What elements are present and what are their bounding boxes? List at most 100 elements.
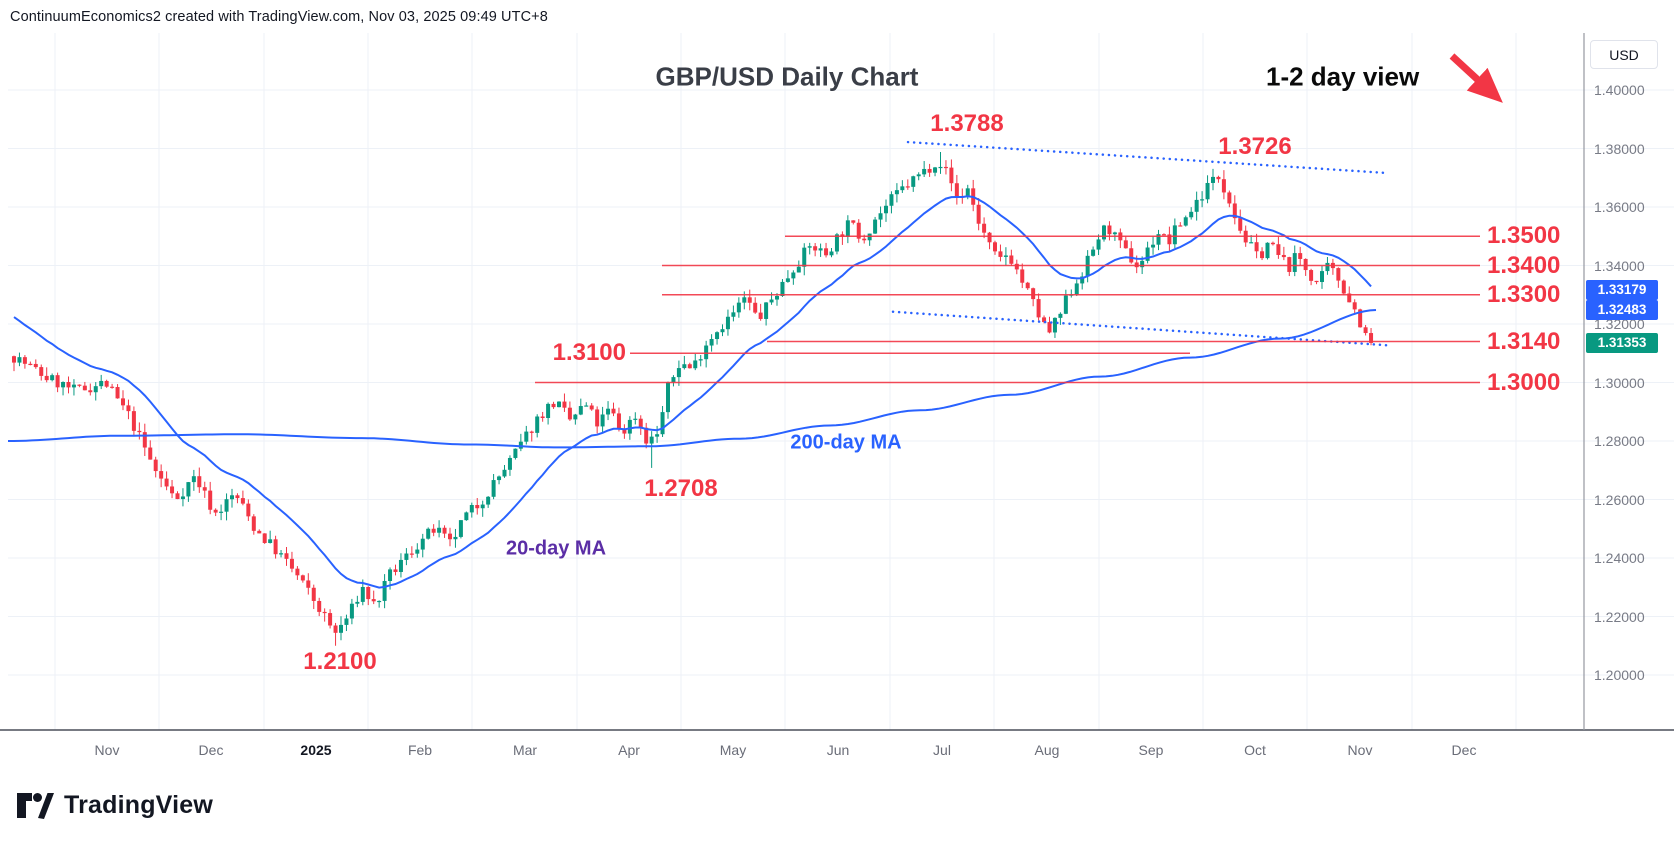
candle	[50, 373, 55, 382]
candle	[1074, 279, 1079, 297]
candle	[415, 543, 420, 558]
month-tick-label[interactable]: Apr	[618, 742, 640, 758]
candle	[475, 498, 480, 515]
candle	[1102, 224, 1106, 242]
candle	[671, 375, 676, 387]
level-label: 1.3400	[1487, 251, 1561, 279]
candle	[916, 172, 921, 181]
candle	[1036, 293, 1041, 321]
candle	[71, 379, 76, 396]
candle	[900, 180, 905, 193]
candle	[1303, 258, 1308, 276]
tradingview-attribution[interactable]: TradingView	[16, 791, 213, 820]
candle	[535, 414, 540, 438]
candle	[1314, 280, 1319, 285]
candle	[1211, 168, 1215, 191]
chart-annotation: 1.2100	[303, 648, 377, 675]
price-badge: 1.33179	[1586, 279, 1658, 300]
candle	[546, 402, 551, 425]
candle	[633, 412, 638, 425]
candle	[393, 564, 398, 576]
month-tick-label[interactable]: Nov	[94, 742, 120, 758]
candle	[1287, 256, 1292, 277]
candle	[1091, 246, 1096, 257]
candle	[44, 367, 49, 383]
candle	[954, 174, 959, 205]
candle	[524, 425, 529, 445]
candle	[262, 533, 267, 544]
candle	[39, 364, 44, 381]
candle	[257, 529, 262, 534]
candle	[725, 309, 730, 336]
candle	[382, 574, 387, 609]
candle	[1221, 170, 1226, 200]
candle	[82, 381, 87, 391]
candle	[1309, 268, 1314, 286]
candle	[753, 297, 758, 314]
candle	[1151, 236, 1156, 255]
candle	[322, 608, 327, 622]
price-tick-label: 1.24000	[1594, 550, 1645, 566]
candle	[611, 402, 616, 417]
candle	[1069, 289, 1074, 298]
month-tick-label[interactable]: Feb	[407, 742, 433, 758]
candle	[437, 520, 442, 538]
candle	[622, 424, 627, 439]
candle	[77, 384, 82, 388]
currency-label: USD	[1609, 46, 1639, 63]
candle	[480, 500, 485, 517]
candle	[676, 360, 681, 386]
month-tick-label[interactable]: Jun	[826, 742, 850, 758]
candle	[1107, 221, 1112, 241]
month-tick-label[interactable]: Sep	[1138, 742, 1164, 758]
candle	[328, 609, 333, 629]
candle	[606, 401, 611, 421]
month-tick-label[interactable]: 2025	[300, 742, 332, 758]
candle	[1260, 247, 1265, 261]
candle	[491, 473, 496, 500]
candle	[1352, 299, 1357, 315]
candle	[1369, 328, 1374, 346]
candle	[12, 355, 16, 372]
candle	[824, 242, 829, 258]
month-tick-label[interactable]: Aug	[1034, 742, 1060, 758]
candle	[246, 499, 251, 521]
candle	[616, 407, 621, 432]
chart-annotation: 1.2708	[644, 475, 718, 502]
candle	[306, 573, 311, 595]
month-tick-label[interactable]: Dec	[1451, 742, 1477, 758]
candle	[518, 433, 523, 452]
month-tick-label[interactable]: Dec	[198, 742, 224, 758]
candle	[573, 413, 578, 425]
price-tick-label: 1.34000	[1594, 257, 1645, 274]
dotted-trendline[interactable]	[891, 310, 1390, 347]
month-tick-label[interactable]: Jul	[933, 742, 951, 758]
candle	[845, 215, 850, 244]
candle	[1063, 289, 1068, 315]
candle	[99, 374, 104, 390]
candle	[170, 479, 175, 499]
candle	[148, 440, 153, 460]
candle	[709, 334, 714, 352]
candle	[93, 382, 98, 401]
candle	[1292, 245, 1297, 277]
candle	[943, 160, 948, 175]
candle	[284, 547, 289, 566]
candle	[202, 481, 207, 498]
candle	[1298, 246, 1303, 266]
currency-selector[interactable]: USD	[1590, 40, 1658, 69]
month-tick-label[interactable]: Mar	[512, 742, 538, 758]
candle	[698, 354, 703, 367]
dotted-trendline[interactable]	[906, 140, 1390, 175]
candle	[420, 533, 425, 558]
month-tick-label[interactable]: May	[719, 742, 747, 758]
candle	[1336, 267, 1341, 288]
candle	[715, 331, 720, 345]
candle	[644, 422, 649, 449]
ma-200-line	[8, 309, 1377, 449]
month-tick-label[interactable]: Nov	[1347, 742, 1373, 758]
candle	[464, 511, 469, 521]
candle	[976, 198, 981, 231]
month-tick-label[interactable]: Oct	[1244, 742, 1266, 758]
